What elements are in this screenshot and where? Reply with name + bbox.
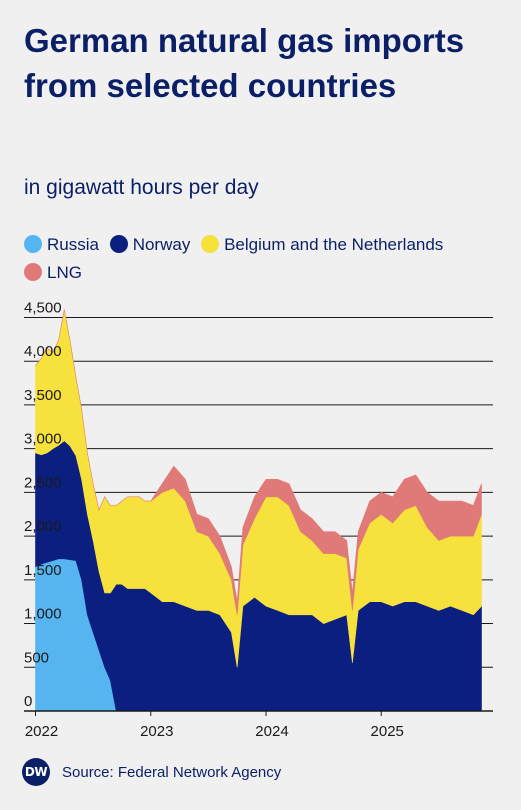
x-axis: 2022 2023 2024 2025: [24, 710, 493, 740]
area-series: [35, 309, 482, 712]
y-tick-label: 3,500: [24, 387, 62, 404]
y-tick-label: 4,500: [24, 299, 62, 316]
legend-label-russia: Russia: [47, 235, 99, 254]
area-lng: [35, 309, 482, 615]
stacked-area-chart: 0 500 1,000 1,500 2,000 2,500 3,000 3,500 4,000 4…: [24, 299, 493, 740]
legend-item-belgium-netherlands: Belgium and the Netherlands: [201, 231, 443, 259]
legend-swatch-belgium-netherlands: [201, 235, 220, 253]
legend-label-belgium-netherlands: Belgium and the Netherlands: [224, 235, 444, 254]
y-tick-label: 2,000: [24, 518, 62, 535]
source-note: Source: Federal Network Agency: [62, 763, 282, 781]
legend-swatch-lng: [24, 263, 42, 281]
y-tick-label: 0: [24, 693, 32, 710]
y-tick-label: 500: [24, 649, 49, 666]
legend-swatch-russia: [24, 235, 42, 253]
legend: Russia Norway Belgium and the Netherland…: [24, 231, 494, 287]
legend-item-russia: Russia: [24, 231, 99, 259]
y-axis: 0 500 1,000 1,500 2,000 2,500 3,000 3,500 4,000 4…: [24, 299, 62, 710]
chart-subtitle: in gigawatt hours per day: [24, 176, 259, 199]
chart-title: German natural gas imports from selected…: [24, 22, 465, 104]
legend-label-norway: Norway: [132, 235, 191, 254]
legend-label-lng: LNG: [47, 263, 82, 282]
dw-logo[interactable]: DW: [22, 758, 50, 786]
x-tick-label: 2024: [255, 723, 288, 740]
y-tick-label: 4,000: [24, 343, 62, 360]
footer: DW Source: Federal Network Agency: [22, 758, 282, 786]
y-tick-label: 2,500: [24, 474, 62, 491]
x-tick-label: 2025: [371, 723, 404, 740]
y-tick-label: 1,500: [24, 562, 62, 579]
legend-item-lng: LNG: [24, 259, 82, 287]
x-tick-label: 2022: [25, 723, 58, 740]
y-tick-label: 3,000: [24, 431, 62, 448]
legend-swatch-norway: [109, 235, 128, 253]
x-tick-label: 2023: [140, 723, 173, 740]
legend-item-norway: Norway: [109, 231, 191, 259]
y-tick-label: 1,000: [24, 606, 62, 623]
